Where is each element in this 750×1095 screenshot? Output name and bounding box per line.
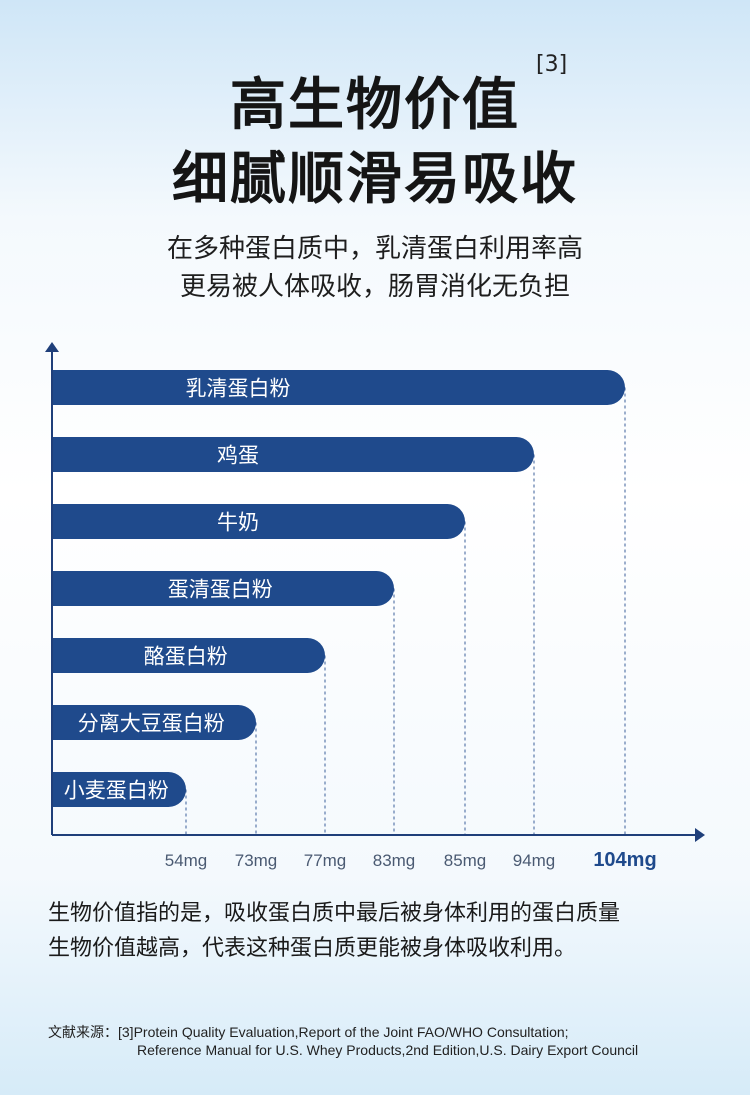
bar-label: 鸡蛋 [217, 444, 259, 468]
x-axis-arrow [695, 828, 705, 842]
page-title-line-2: 细腻顺滑易吸收 [172, 147, 578, 212]
y-axis-arrow [45, 342, 59, 352]
tick-label: 94mg [513, 851, 556, 870]
tick-label: 54mg [165, 851, 208, 870]
bar [52, 437, 534, 472]
bar-label: 酪蛋白粉 [144, 645, 228, 669]
bar [52, 772, 186, 807]
bar-label: 分离大豆蛋白粉 [78, 712, 225, 736]
subtitle-line-1: 在多种蛋白质中，乳清蛋白利用率高 [166, 234, 583, 264]
page-title-line-1: 高生物价值 [230, 73, 520, 138]
bar [52, 705, 256, 740]
tick-label: 77mg [304, 851, 347, 870]
bar [52, 504, 465, 539]
tick-label: 73mg [235, 851, 278, 870]
bar [52, 571, 394, 606]
subtitle-line-2: 更易被人体吸收，肠胃消化无负担 [179, 272, 570, 302]
tick-label: 85mg [444, 851, 487, 870]
bar [52, 370, 625, 405]
chart-axes [45, 342, 705, 842]
tick-label: 83mg [373, 851, 416, 870]
tick-label: 104mg [593, 849, 656, 871]
reference-line-2: Reference Manual for U.S. Whey Products,… [137, 1042, 639, 1058]
chart-tick-labels: 54mg 73mg 77mg 83mg 85mg 94mg 104mg [165, 849, 657, 871]
description-line-2: 生物价值越高，代表这种蛋白质更能被身体吸收利用。 [48, 936, 577, 961]
bar-label: 小麦蛋白粉 [64, 779, 169, 803]
description-line-1: 生物价值指的是，吸收蛋白质中最后被身体利用的蛋白质量 [48, 901, 621, 926]
bar-label: 乳清蛋白粉 [186, 377, 291, 401]
title-reference-mark: [3] [536, 52, 568, 77]
bar-label: 牛奶 [217, 511, 259, 535]
reference-line-1: 文献来源：[3]Protein Quality Evaluation,Repor… [48, 1024, 569, 1040]
bar-label: 蛋清蛋白粉 [168, 578, 273, 602]
chart-drop-lines [185, 387, 626, 835]
bar [52, 638, 325, 673]
